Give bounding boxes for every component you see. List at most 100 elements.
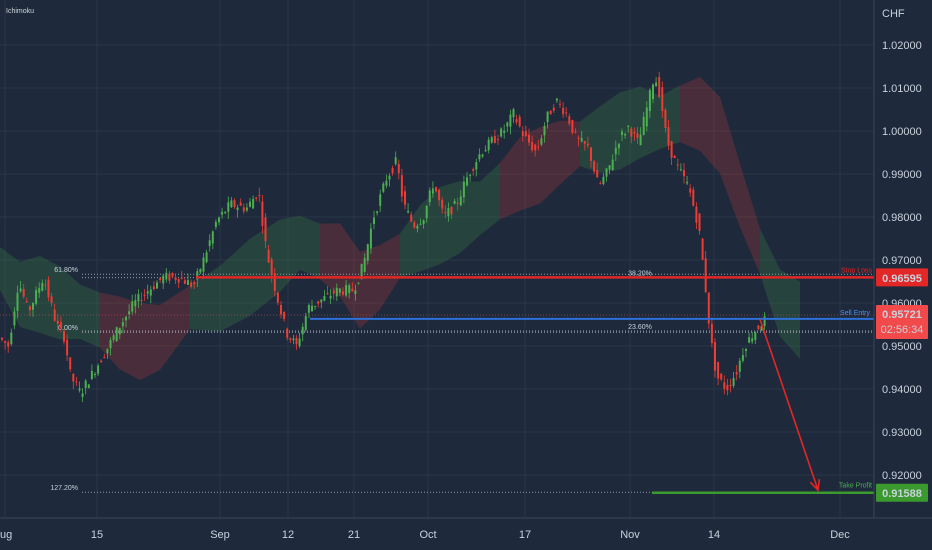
candle-body: [267, 249, 270, 263]
cloud-segment: [500, 137, 520, 220]
candle-body: [162, 275, 165, 284]
take-profit-label: Take Profit: [839, 483, 872, 490]
cloud-segment: [220, 238, 250, 332]
candle-body: [469, 174, 472, 176]
candle-body: [286, 328, 289, 338]
candle-body: [56, 320, 59, 324]
projection-arrow-line: [759, 319, 819, 491]
candle-body: [16, 292, 19, 311]
candle-body: [103, 357, 106, 359]
candle-body: [404, 191, 406, 205]
candle-body: [301, 326, 304, 335]
x-tick-label: 15: [91, 529, 103, 541]
candle-body: [466, 177, 468, 186]
candle-body: [69, 357, 72, 370]
candle-body: [75, 381, 78, 383]
candle-body: [760, 326, 763, 331]
projection: [759, 319, 821, 492]
candle-body: [689, 188, 692, 193]
y-tick-label: 1.02000: [882, 40, 922, 52]
candle-body: [351, 288, 354, 292]
candle-body: [236, 207, 239, 211]
candle-body: [751, 338, 754, 342]
candle-body: [400, 175, 403, 197]
candle-body: [264, 217, 267, 242]
indicator-label: Ichimoku: [6, 8, 34, 15]
candle-body: [230, 200, 233, 208]
candle-body: [503, 130, 506, 133]
candle-body: [475, 162, 478, 170]
candle-body: [118, 327, 121, 335]
cloud-segment: [780, 269, 800, 359]
candle-body: [304, 316, 307, 330]
candle-body: [242, 207, 245, 212]
candle-body: [94, 374, 96, 376]
cloud-segment: [160, 285, 190, 370]
candle-body: [707, 292, 710, 324]
candle-body: [490, 137, 493, 143]
cloud-segment: [740, 163, 760, 275]
cloud-segment: [20, 255, 40, 333]
candle-body: [115, 327, 118, 342]
x-axis[interactable]: ug 15 Sep 12 21 Oct 17 Nov 14 Dec: [0, 529, 850, 541]
candle-body: [137, 294, 140, 302]
candle-body: [735, 372, 738, 375]
cloud-segment: [250, 219, 280, 316]
candle-body: [391, 168, 394, 174]
candle-body: [593, 161, 596, 172]
candle-body: [196, 271, 199, 280]
candle-body: [307, 304, 310, 313]
candle-body: [323, 296, 326, 301]
candle-body: [670, 141, 673, 158]
cloud-segment: [140, 303, 160, 381]
candle-body: [326, 293, 329, 295]
candle-body: [283, 311, 286, 320]
candle-body: [648, 89, 651, 112]
stop-loss-price-tag: [876, 268, 928, 287]
candle-body: [435, 187, 437, 192]
candle-body: [332, 290, 335, 294]
candle-body: [444, 212, 447, 214]
candle-body: [171, 272, 174, 277]
candle-body: [745, 349, 747, 352]
candle-body: [484, 149, 487, 152]
candle-body: [645, 107, 648, 127]
candle-body: [425, 205, 428, 219]
candle-body: [518, 116, 521, 127]
y-tick-label: 1.01000: [882, 83, 922, 95]
candle-body: [540, 138, 543, 145]
candle-body: [487, 139, 490, 151]
candle-body: [208, 240, 211, 246]
candle-body: [320, 299, 323, 303]
cloud-segment: [280, 215, 300, 292]
cloud-segment: [460, 180, 480, 254]
cloud-segment: [380, 233, 400, 310]
candle-body: [44, 284, 47, 286]
candle-body: [741, 355, 744, 361]
candle-body: [599, 183, 602, 185]
candle-body: [360, 263, 363, 280]
y-tick-label: 0.94000: [882, 384, 922, 396]
current-price-text: 0.95721: [882, 309, 922, 321]
x-tick-label: ug: [0, 529, 12, 541]
candle-body: [314, 305, 317, 307]
countdown-text: 02:56:34: [881, 324, 924, 336]
y-tick-label: 0.95000: [882, 341, 922, 353]
fib-label: 0.00%: [58, 325, 78, 332]
sell-entry-label: Sell Entry: [840, 310, 870, 317]
candle-body: [419, 223, 422, 225]
candle-body: [159, 277, 162, 280]
candle-body: [407, 210, 410, 213]
cloud-segment: [340, 223, 360, 329]
candle-body: [500, 128, 503, 137]
candle-body: [605, 168, 608, 177]
x-tick-label: Oct: [419, 529, 436, 541]
candle-body: [720, 373, 723, 380]
cloud-segment: [80, 284, 100, 348]
candle-body: [385, 180, 388, 186]
candle-body: [462, 181, 465, 198]
candle-body: [379, 194, 382, 206]
candle-body: [276, 292, 279, 303]
candle-body: [369, 228, 372, 249]
